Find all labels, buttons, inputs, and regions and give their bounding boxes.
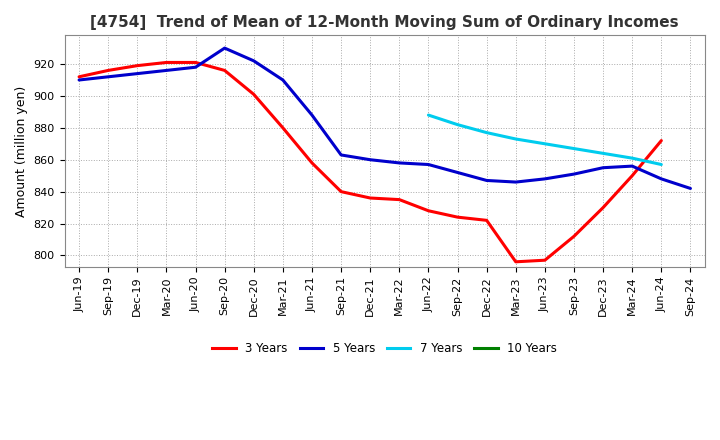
5 Years bbox=[366, 157, 374, 162]
7 Years bbox=[511, 136, 520, 142]
5 Years bbox=[75, 77, 84, 83]
Line: 7 Years: 7 Years bbox=[428, 115, 662, 165]
3 Years bbox=[75, 74, 84, 80]
5 Years bbox=[162, 68, 171, 73]
Title: [4754]  Trend of Mean of 12-Month Moving Sum of Ordinary Incomes: [4754] Trend of Mean of 12-Month Moving … bbox=[91, 15, 679, 30]
7 Years bbox=[628, 155, 636, 161]
5 Years bbox=[453, 170, 462, 175]
5 Years bbox=[395, 160, 404, 165]
3 Years bbox=[657, 138, 666, 143]
7 Years bbox=[599, 151, 608, 156]
7 Years bbox=[570, 146, 578, 151]
Y-axis label: Amount (million yen): Amount (million yen) bbox=[15, 85, 28, 216]
5 Years bbox=[482, 178, 491, 183]
5 Years bbox=[307, 113, 316, 118]
3 Years bbox=[424, 208, 433, 213]
5 Years bbox=[133, 71, 142, 76]
3 Years bbox=[307, 160, 316, 165]
5 Years bbox=[104, 74, 112, 80]
3 Years bbox=[337, 189, 346, 194]
7 Years bbox=[541, 141, 549, 147]
3 Years bbox=[104, 68, 112, 73]
3 Years bbox=[599, 205, 608, 210]
3 Years bbox=[570, 234, 578, 239]
3 Years bbox=[220, 68, 229, 73]
3 Years bbox=[453, 215, 462, 220]
3 Years bbox=[395, 197, 404, 202]
3 Years bbox=[366, 195, 374, 201]
5 Years bbox=[657, 176, 666, 182]
5 Years bbox=[337, 152, 346, 158]
Line: 3 Years: 3 Years bbox=[79, 62, 662, 262]
5 Years bbox=[541, 176, 549, 182]
5 Years bbox=[599, 165, 608, 170]
Line: 5 Years: 5 Years bbox=[79, 48, 690, 188]
5 Years bbox=[279, 77, 287, 83]
5 Years bbox=[192, 65, 200, 70]
3 Years bbox=[541, 257, 549, 263]
7 Years bbox=[657, 162, 666, 167]
5 Years bbox=[220, 45, 229, 51]
3 Years bbox=[192, 60, 200, 65]
5 Years bbox=[686, 186, 695, 191]
5 Years bbox=[511, 180, 520, 185]
Legend: 3 Years, 5 Years, 7 Years, 10 Years: 3 Years, 5 Years, 7 Years, 10 Years bbox=[207, 337, 562, 359]
5 Years bbox=[628, 164, 636, 169]
7 Years bbox=[424, 113, 433, 118]
3 Years bbox=[162, 60, 171, 65]
5 Years bbox=[249, 58, 258, 63]
3 Years bbox=[511, 259, 520, 264]
3 Years bbox=[133, 63, 142, 68]
3 Years bbox=[482, 218, 491, 223]
5 Years bbox=[424, 162, 433, 167]
3 Years bbox=[249, 92, 258, 97]
7 Years bbox=[482, 130, 491, 135]
5 Years bbox=[570, 172, 578, 177]
3 Years bbox=[628, 173, 636, 178]
7 Years bbox=[453, 122, 462, 127]
3 Years bbox=[279, 125, 287, 131]
